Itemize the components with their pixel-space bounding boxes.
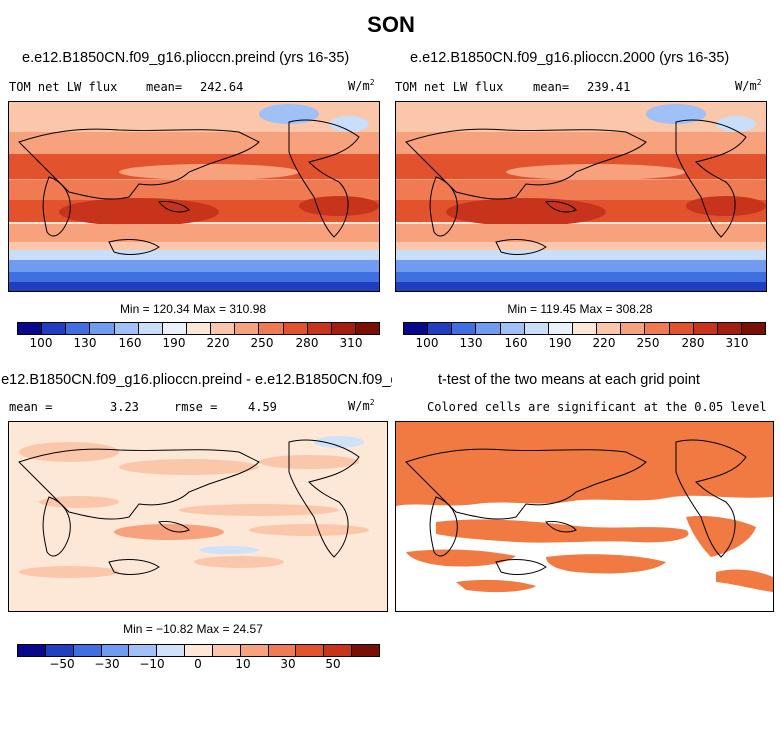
figure-title: SON — [367, 12, 415, 37]
map-ttest — [395, 421, 774, 612]
colorbar-preind — [17, 322, 380, 335]
rmse-label-diff: rmse = — [174, 400, 218, 414]
map-preind-svg — [9, 102, 379, 291]
tick-label: 310 — [339, 336, 363, 350]
panel-subtitle-ttest: Colored cells are significant at the 0.0… — [427, 400, 767, 414]
panel-title-ttest: t-test of the two means at each grid poi… — [438, 372, 700, 388]
colorbar-diff — [17, 644, 380, 657]
panel-title-preind: e.e12.B1850CN.f09_g16.plioccn.preind (yr… — [22, 50, 350, 66]
map-2000 — [395, 101, 767, 292]
mean-value-2000: 239.41 — [587, 80, 631, 94]
map-ttest-svg — [396, 422, 773, 611]
tick-label: 280 — [295, 336, 319, 350]
mean-value-diff: 3.23 — [110, 400, 139, 414]
tick-label: −50 — [49, 657, 75, 671]
tick-label: 160 — [118, 336, 142, 350]
tick-label: 250 — [250, 336, 274, 350]
mean-value-preind: 242.64 — [200, 80, 244, 94]
tick-label: 160 — [504, 336, 528, 350]
rmse-value-diff: 4.59 — [248, 400, 277, 414]
tick-label: 250 — [636, 336, 660, 350]
minmax-diff: Min = −10.82 Max = 24.57 — [123, 622, 263, 636]
variable-label-2000: TOM net LW flux — [395, 80, 504, 94]
tick-label: 130 — [459, 336, 483, 350]
map-preind — [8, 101, 380, 292]
map-2000-svg — [396, 102, 766, 291]
tick-label: 100 — [29, 336, 53, 350]
units-preind: W/m2 — [348, 78, 375, 93]
tick-label: 280 — [681, 336, 705, 350]
panel-title-diff: e.e12.B1850CN.f09_g16.plioccn.preind - e… — [0, 372, 392, 388]
tick-label: 130 — [73, 336, 97, 350]
panel-title-2000: e.e12.B1850CN.f09_g16.plioccn.2000 (yrs … — [410, 50, 730, 66]
mean-label-diff: mean = — [9, 400, 53, 414]
tick-label: 190 — [548, 336, 572, 350]
variable-label-preind: TOM net LW flux — [9, 80, 118, 94]
tick-label: 10 — [235, 657, 251, 671]
tick-label: 220 — [206, 336, 230, 350]
units-diff: W/m2 — [348, 398, 375, 413]
tick-label: −10 — [139, 657, 165, 671]
minmax-preind: Min = 120.34 Max = 310.98 — [119, 302, 267, 316]
map-diff-svg — [9, 422, 387, 611]
tick-label: 220 — [592, 336, 616, 350]
colorbar-2000 — [403, 322, 766, 335]
minmax-2000: Min = 119.45 Max = 308.28 — [507, 302, 653, 316]
map-diff — [8, 421, 388, 612]
tick-label: 190 — [162, 336, 186, 350]
tick-label: 30 — [280, 657, 296, 671]
units-2000: W/m2 — [735, 78, 762, 93]
mean-label-2000: mean= — [533, 80, 570, 94]
tick-label: 310 — [725, 336, 749, 350]
mean-label-preind: mean= — [146, 80, 183, 94]
tick-label: 0 — [194, 657, 202, 671]
tick-label: 100 — [415, 336, 439, 350]
tick-label: −30 — [94, 657, 120, 671]
tick-label: 50 — [325, 657, 341, 671]
